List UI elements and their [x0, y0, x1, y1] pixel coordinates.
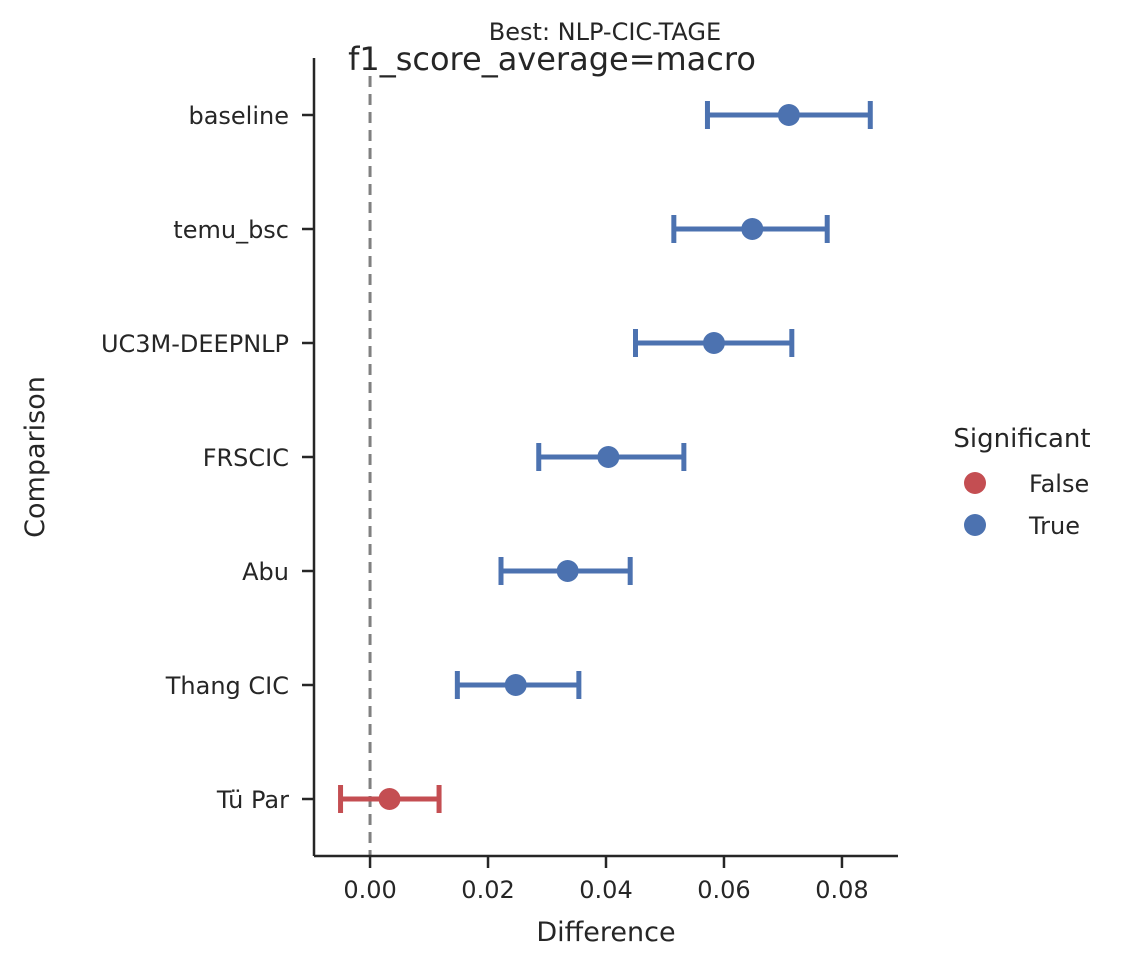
x-tick-label: 0.06	[697, 876, 750, 904]
chart-suptitle: f1_score_average=macro	[348, 40, 756, 78]
y-tick-label: Tü Par	[216, 786, 289, 814]
data-point	[777, 104, 800, 126]
chart-title: Best: NLP-CIC-TAGE	[489, 18, 721, 46]
legend-marker-true	[964, 514, 986, 536]
x-tick-label: 0.04	[579, 876, 632, 904]
y-tick-label: temu_bsc	[173, 216, 289, 244]
y-tick-label: baseline	[188, 102, 289, 130]
y-axis-label: Comparison	[20, 376, 51, 538]
y-tick-label: Abu	[242, 558, 289, 586]
y-tick-label: Thang CIC	[165, 672, 289, 700]
data-point	[378, 788, 401, 810]
x-tick-label: 0.08	[815, 876, 868, 904]
data-point	[597, 446, 620, 468]
x-tick-label: 0.00	[343, 876, 396, 904]
x-tick-label: 0.02	[461, 876, 514, 904]
legend-label-true: True	[1028, 512, 1080, 540]
legend: Significant False True	[953, 424, 1090, 540]
x-axis-label: Difference	[536, 917, 675, 948]
y-tick-label: UC3M-DEEPNLP	[101, 330, 289, 358]
legend-label-false: False	[1029, 470, 1089, 498]
y-tick-label: FRSCIC	[203, 444, 289, 472]
data-point	[556, 560, 579, 582]
data-point	[702, 332, 725, 354]
legend-title: Significant	[953, 424, 1090, 454]
legend-marker-false	[964, 472, 986, 494]
data-point	[504, 674, 527, 696]
data-point	[741, 218, 764, 240]
